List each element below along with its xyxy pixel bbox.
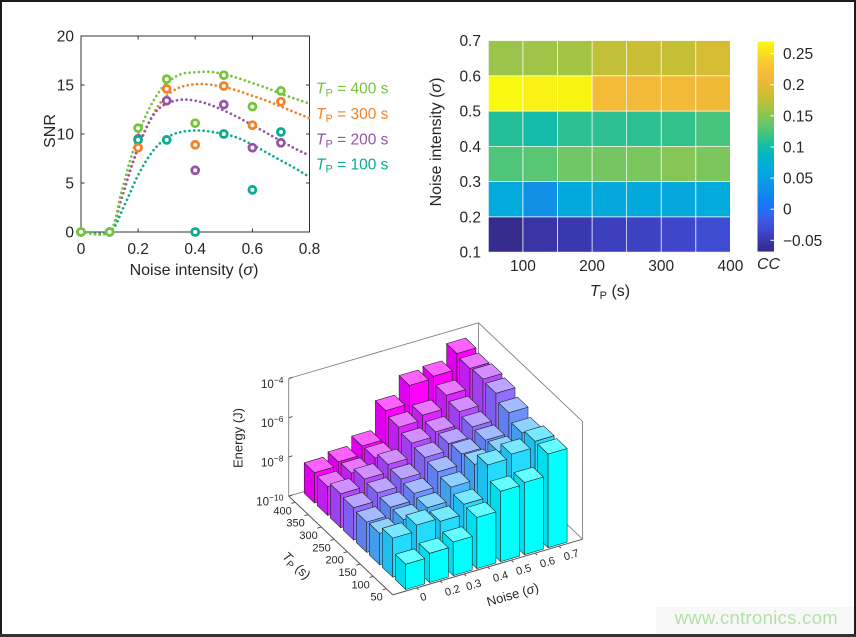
svg-text:150: 150: [338, 567, 356, 579]
svg-text:15: 15: [57, 78, 74, 95]
svg-text:0.05: 0.05: [783, 171, 813, 188]
svg-text:100: 100: [510, 258, 536, 275]
svg-text:400: 400: [717, 258, 743, 275]
svg-text:0.2: 0.2: [783, 77, 805, 94]
svg-text:5: 5: [65, 176, 74, 193]
svg-text:0.2: 0.2: [127, 241, 149, 258]
svg-text:TP = 200 s: TP = 200 s: [316, 131, 389, 150]
svg-text:−0.05: −0.05: [783, 233, 822, 250]
svg-text:0.25: 0.25: [783, 46, 813, 63]
svg-text:TP = 100 s: TP = 100 s: [316, 157, 389, 176]
svg-text:50: 50: [371, 592, 383, 604]
svg-text:0.4: 0.4: [459, 139, 481, 156]
svg-text:250: 250: [312, 542, 330, 554]
svg-text:Energy (J): Energy (J): [231, 408, 246, 468]
svg-text:0: 0: [65, 225, 74, 242]
svg-text:0: 0: [783, 202, 792, 219]
svg-text:TP (s): TP (s): [590, 283, 630, 302]
svg-text:0.3: 0.3: [459, 174, 481, 191]
svg-text:TP = 400 s: TP = 400 s: [316, 81, 389, 100]
svg-text:200: 200: [579, 258, 605, 275]
svg-text:0.4: 0.4: [492, 569, 510, 585]
svg-text:Noise intensity (σ): Noise intensity (σ): [428, 78, 445, 207]
svg-text:0.8: 0.8: [299, 241, 321, 258]
svg-text:20: 20: [57, 29, 75, 46]
svg-text:0.4: 0.4: [184, 241, 206, 258]
svg-text:Noise intensity (σ): Noise intensity (σ): [130, 262, 259, 279]
svg-text:0: 0: [77, 241, 86, 258]
svg-text:0.7: 0.7: [562, 548, 580, 564]
svg-text:0.15: 0.15: [783, 108, 813, 125]
svg-text:TP = 300 s: TP = 300 s: [316, 106, 389, 125]
svg-text:0.3: 0.3: [465, 578, 483, 594]
svg-text:0.6: 0.6: [539, 555, 557, 571]
svg-text:300: 300: [299, 530, 317, 542]
svg-text:350: 350: [286, 518, 304, 530]
svg-text:0.6: 0.6: [459, 68, 481, 85]
svg-text:100: 100: [351, 579, 369, 591]
svg-text:CC: CC: [757, 256, 781, 273]
svg-text:0.2: 0.2: [444, 583, 462, 599]
svg-text:0.2: 0.2: [459, 209, 481, 226]
svg-text:0.5: 0.5: [515, 562, 533, 578]
svg-text:0.1: 0.1: [783, 140, 805, 157]
svg-text:200: 200: [325, 555, 343, 567]
svg-text:0.6: 0.6: [242, 241, 264, 258]
svg-text:0.7: 0.7: [459, 33, 481, 50]
svg-text:0.1: 0.1: [459, 245, 481, 262]
svg-text:400: 400: [273, 505, 291, 517]
svg-text:10: 10: [57, 127, 75, 144]
svg-text:0.5: 0.5: [459, 104, 481, 121]
svg-text:300: 300: [648, 258, 674, 275]
svg-text:0: 0: [419, 591, 428, 604]
svg-text:SNR: SNR: [42, 114, 59, 148]
svg-text:www.cntronics.com: www.cntronics.com: [674, 607, 838, 628]
